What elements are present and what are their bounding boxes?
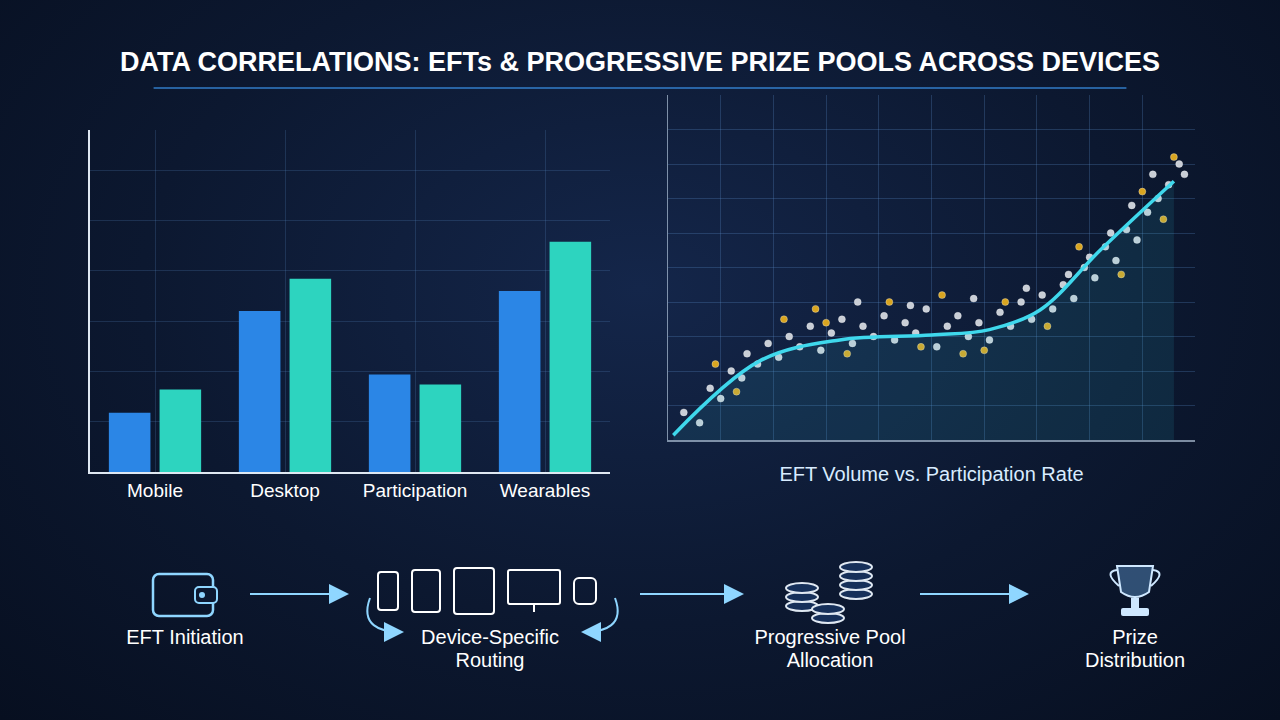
html-text:EFT Initiation: EFT Initiation: [126, 626, 244, 648]
svg-text:Wearables: Wearables: [500, 480, 590, 501]
html-text:Prize Distribution: Prize Distribution: [1085, 626, 1185, 671]
svg-text:Desktop: Desktop: [250, 480, 320, 501]
html-text:Device-Specific Routing: Device-Specific Routing: [421, 626, 559, 671]
svg-text:Mobile: Mobile: [127, 480, 183, 501]
svg-text:Participation: Participation: [363, 480, 468, 501]
html-text:Progressive Pool Allocation: Progressive Pool Allocation: [754, 626, 906, 671]
svg-text:DATA CORRELATIONS: EFTs & PROG: DATA CORRELATIONS: EFTs & PROGRESSIVE PR…: [120, 47, 1160, 77]
svg-text:EFT Volume vs. Participation R: EFT Volume vs. Participation Rate: [779, 463, 1083, 485]
